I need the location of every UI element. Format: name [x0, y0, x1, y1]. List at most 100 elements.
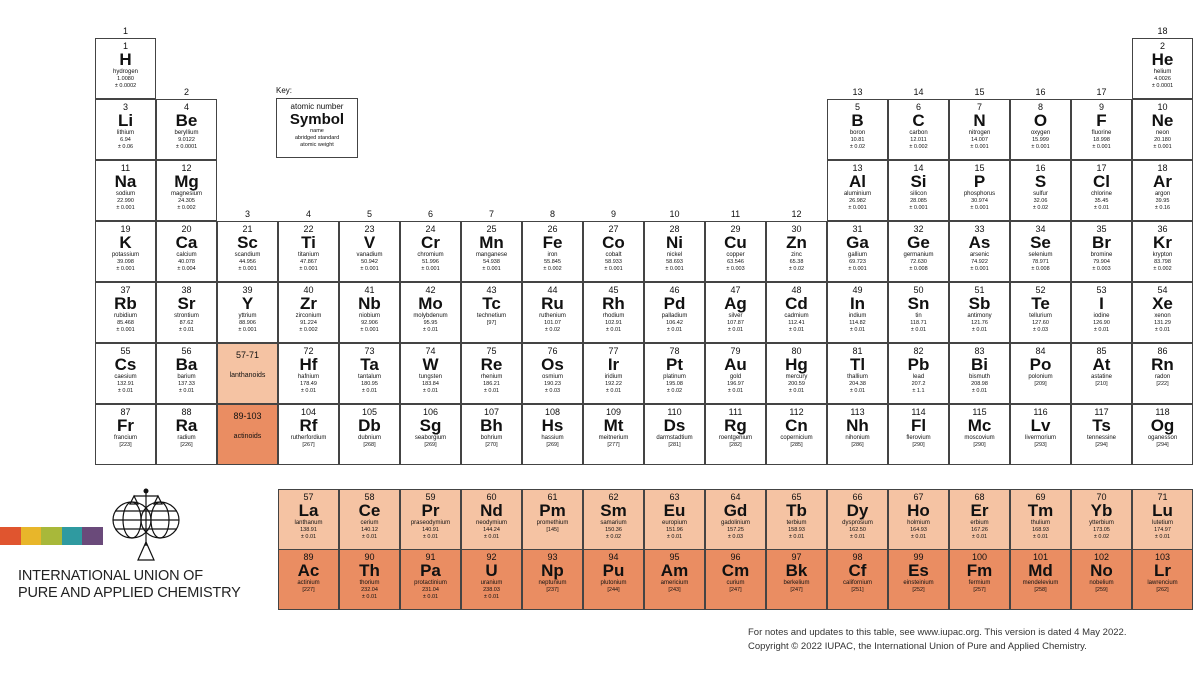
weight-uncertainty: ± 0.01 [849, 388, 866, 394]
atomic-number: 22 [303, 224, 314, 234]
element-cell: 47 Ag silver 107.87 ± 0.01 [705, 282, 766, 343]
atomic-number: 37 [120, 285, 131, 295]
element-name: hassium [541, 435, 564, 441]
weight-uncertainty: ± 1.1 [912, 388, 925, 394]
element-cell: 68 Er erbium 167.26 ± 0.01 [949, 489, 1010, 550]
atomic-number: 82 [913, 346, 924, 356]
element-cell: 98 Cf californium [251] [827, 549, 888, 610]
element-cell: 108 Hs hassium [269] [522, 404, 583, 465]
atomic-weight: 150.36 [605, 527, 622, 533]
element-cell: 48 Cd cadmium 112.41 ± 0.01 [766, 282, 827, 343]
atomic-number: 66 [852, 492, 863, 502]
element-symbol: Rh [602, 294, 625, 313]
element-name: zinc [791, 252, 802, 258]
group-number: 5 [366, 209, 372, 219]
weight-uncertainty: ± 0.001 [1031, 144, 1050, 150]
weight-uncertainty: ± 0.001 [116, 205, 135, 211]
element-symbol: Ce [358, 501, 381, 520]
element-symbol: Ar [1153, 172, 1172, 191]
weight-uncertainty: ± 0.01 [361, 534, 378, 540]
element-cell: 3 Li lithium 6.94 ± 0.06 [95, 99, 156, 160]
atomic-number: 71 [1157, 492, 1168, 502]
element-symbol: I [1099, 294, 1104, 313]
atomic-number: 48 [791, 285, 802, 295]
element-name: radium [177, 435, 196, 441]
element-name: promethium [536, 520, 569, 526]
atomic-weight: [277] [607, 442, 620, 448]
footer-line1: For notes and updates to this table, see… [748, 627, 1127, 638]
element-cell: 76 Os osmium 190.23 ± 0.03 [522, 343, 583, 404]
weight-uncertainty: ± 0.003 [1092, 266, 1111, 272]
element-symbol: Hg [785, 355, 808, 374]
element-cell: 107 Bh bohrium [270] [461, 404, 522, 465]
element-name: americium [660, 580, 689, 586]
key-box: atomic number Symbol name abridged stand… [276, 98, 358, 158]
atomic-weight: [294] [1095, 442, 1108, 448]
element-name: titanium [297, 252, 319, 258]
group-number: 12 [791, 209, 802, 219]
atomic-weight: 12.011 [910, 137, 927, 143]
element-symbol: Pt [666, 355, 683, 374]
atomic-weight: 63.546 [727, 259, 744, 265]
group-number: 14 [913, 87, 924, 97]
color-swatch [41, 527, 62, 545]
atomic-number: 65 [791, 492, 802, 502]
weight-uncertainty: ± 0.03 [1032, 327, 1049, 333]
atomic-weight: 32.06 [1033, 198, 1048, 204]
atomic-number: 81 [852, 346, 863, 356]
atomic-number: 10 [1157, 102, 1168, 112]
atomic-weight: 192.22 [605, 381, 622, 387]
footer-notes: For notes and updates to this table, see… [748, 626, 1126, 654]
atomic-number: 27 [608, 224, 619, 234]
element-symbol: Tm [1027, 501, 1054, 520]
element-symbol: Tc [482, 294, 501, 313]
atomic-number: 25 [486, 224, 497, 234]
element-symbol: Sg [419, 416, 442, 435]
element-name: arsenic [969, 252, 990, 258]
atomic-number: 4 [183, 102, 189, 112]
key-symbol: Symbol [289, 111, 345, 128]
element-symbol: Li [117, 111, 134, 130]
element-symbol: Lr [1154, 561, 1171, 580]
element-name: calcium [176, 252, 197, 258]
element-name: lanthanum [294, 520, 323, 526]
element-symbol: Mn [479, 233, 504, 252]
atomic-weight: 6.94 [120, 137, 131, 143]
atomic-weight: 173.05 [1093, 527, 1110, 533]
atomic-number: 62 [608, 492, 619, 502]
weight-uncertainty: ± 0.01 [605, 327, 622, 333]
element-symbol: Re [480, 355, 503, 374]
atomic-number: 91 [425, 552, 436, 562]
atomic-number: 19 [120, 224, 131, 234]
weight-uncertainty: ± 0.01 [605, 388, 622, 394]
element-cell: 110 Ds darmstadtium [281] [644, 404, 705, 465]
atomic-weight: 88.906 [239, 320, 256, 326]
element-symbol: N [973, 111, 986, 130]
series-range: 57-71 [235, 350, 260, 360]
atomic-weight: [258] [1034, 587, 1047, 593]
element-name: antimony [967, 313, 992, 319]
color-swatch [82, 527, 103, 545]
atomic-weight: 121.76 [971, 320, 988, 326]
atomic-weight: 55.845 [544, 259, 561, 265]
element-name: terbium [786, 520, 807, 526]
atomic-weight: 44.956 [239, 259, 256, 265]
element-cell: 36 Kr krypton 83.798 ± 0.002 [1132, 221, 1193, 282]
element-cell: 54 Xe xenon 131.29 ± 0.01 [1132, 282, 1193, 343]
element-cell: 27 Co cobalt 58.933 ± 0.001 [583, 221, 644, 282]
element-name: nobelium [1089, 580, 1114, 586]
element-symbol: Sr [177, 294, 196, 313]
element-name: vanadium [356, 252, 383, 258]
atomic-number: 54 [1157, 285, 1168, 295]
atomic-weight: [290] [973, 442, 986, 448]
element-symbol: V [363, 233, 376, 252]
series-range: 89-103 [233, 411, 262, 421]
weight-uncertainty: ± 0.001 [482, 266, 501, 272]
element-symbol: Es [908, 561, 929, 580]
element-name: technetium [476, 313, 507, 319]
element-cell: 84 Po polonium [209] [1010, 343, 1071, 404]
element-symbol: Cr [421, 233, 440, 252]
element-cell: 2 He helium 4.0026 ± 0.0001 [1132, 38, 1193, 99]
